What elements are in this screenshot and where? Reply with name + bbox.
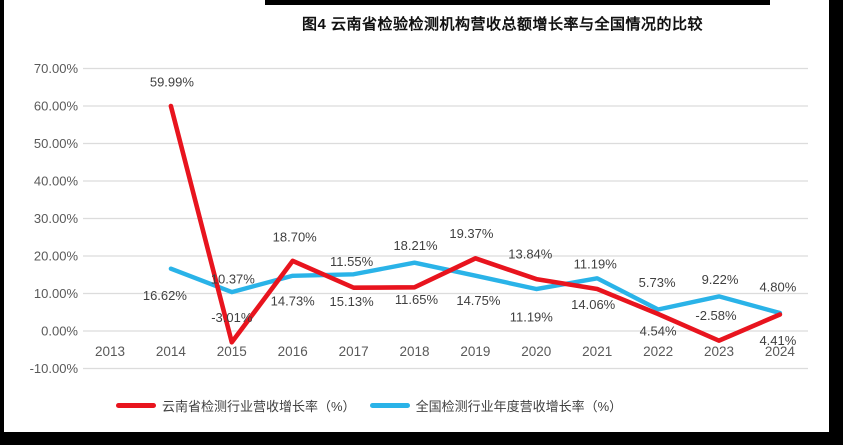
data-label-yunnan: -2.58%	[695, 308, 737, 323]
data-label-national: 11.19%	[510, 310, 554, 325]
frame-border-right	[829, 0, 843, 445]
x-axis-year-label: 2014	[156, 344, 187, 359]
frame-border-top	[265, 0, 770, 5]
series-line-yunnan	[168, 103, 783, 345]
y-axis-tick-label: 40.00%	[34, 174, 79, 189]
data-label-yunnan: 59.99%	[150, 75, 195, 90]
data-label-national: 16.62%	[143, 288, 188, 303]
x-axis-year-label: 2013	[95, 344, 125, 359]
legend-label-yunnan: 云南省检测行业营收增长率（%）	[162, 399, 356, 414]
legend-label-national: 全国检测行业年度营收增长率（%）	[415, 399, 623, 414]
y-axis-tick-label: 70.00%	[34, 61, 79, 76]
chart-title: 图4 云南省检验检测机构营收总额增长率与全国情况的比较	[301, 16, 703, 33]
data-label-yunnan: 11.55%	[330, 254, 374, 269]
data-label-yunnan: 13.84%	[508, 247, 553, 262]
data-label-national: 18.21%	[393, 238, 438, 253]
legend: 云南省检测行业营收增长率（%） 全国检测行业年度营收增长率（%）	[116, 396, 816, 415]
data-label-national: 15.13%	[330, 294, 375, 309]
legend-swatch-national-line	[369, 403, 410, 408]
data-label-yunnan: 19.37%	[449, 226, 494, 241]
frame-border-bottom	[0, 432, 843, 445]
data-label-yunnan: 11.65%	[395, 292, 439, 307]
y-axis-tick-label: 10.00%	[34, 286, 79, 301]
y-axis-tick-label: 50.00%	[34, 136, 79, 151]
series-line-national	[168, 260, 783, 316]
data-label-yunnan: 11.19%	[574, 257, 618, 272]
data-label-yunnan: 4.54%	[640, 323, 677, 338]
frame-border-left	[0, 0, 4, 445]
x-axis-year-label: 2023	[704, 344, 734, 359]
y-axis-tick-label: 0.00%	[41, 324, 78, 339]
x-axis-year-label: 2016	[278, 344, 308, 359]
data-label-national: 14.75%	[456, 293, 501, 308]
data-label-yunnan: -3.01%	[211, 310, 253, 325]
y-axis-tick-label: -10.00%	[30, 361, 79, 376]
y-axis-tick-label: 30.00%	[34, 211, 79, 226]
x-axis-year-label: 2020	[521, 344, 551, 359]
data-label-national: 5.73%	[639, 275, 676, 290]
data-label-national: 14.73%	[271, 293, 316, 308]
data-label-yunnan: 4.41%	[759, 333, 796, 348]
y-axis-tick-label: 20.00%	[34, 249, 79, 264]
x-axis-year-label: 2019	[460, 344, 490, 359]
x-axis-year-label: 2015	[217, 344, 247, 359]
data-label-national: 4.80%	[759, 280, 796, 295]
x-axis-year-label: 2022	[643, 344, 673, 359]
x-axis-year-label: 2024	[765, 344, 796, 359]
y-axis-tick-label: 60.00%	[34, 99, 79, 114]
x-axis-year-label: 2018	[399, 344, 429, 359]
x-axis-year-label: 2021	[582, 344, 612, 359]
data-label-national: 14.06%	[571, 297, 616, 312]
data-label-national: 10.37%	[211, 272, 256, 287]
x-axis-year-label: 2017	[339, 344, 369, 359]
legend-swatch-yunnan-line	[116, 403, 156, 408]
data-label-national: 9.22%	[702, 272, 739, 287]
data-label-yunnan: 18.70%	[273, 229, 318, 244]
